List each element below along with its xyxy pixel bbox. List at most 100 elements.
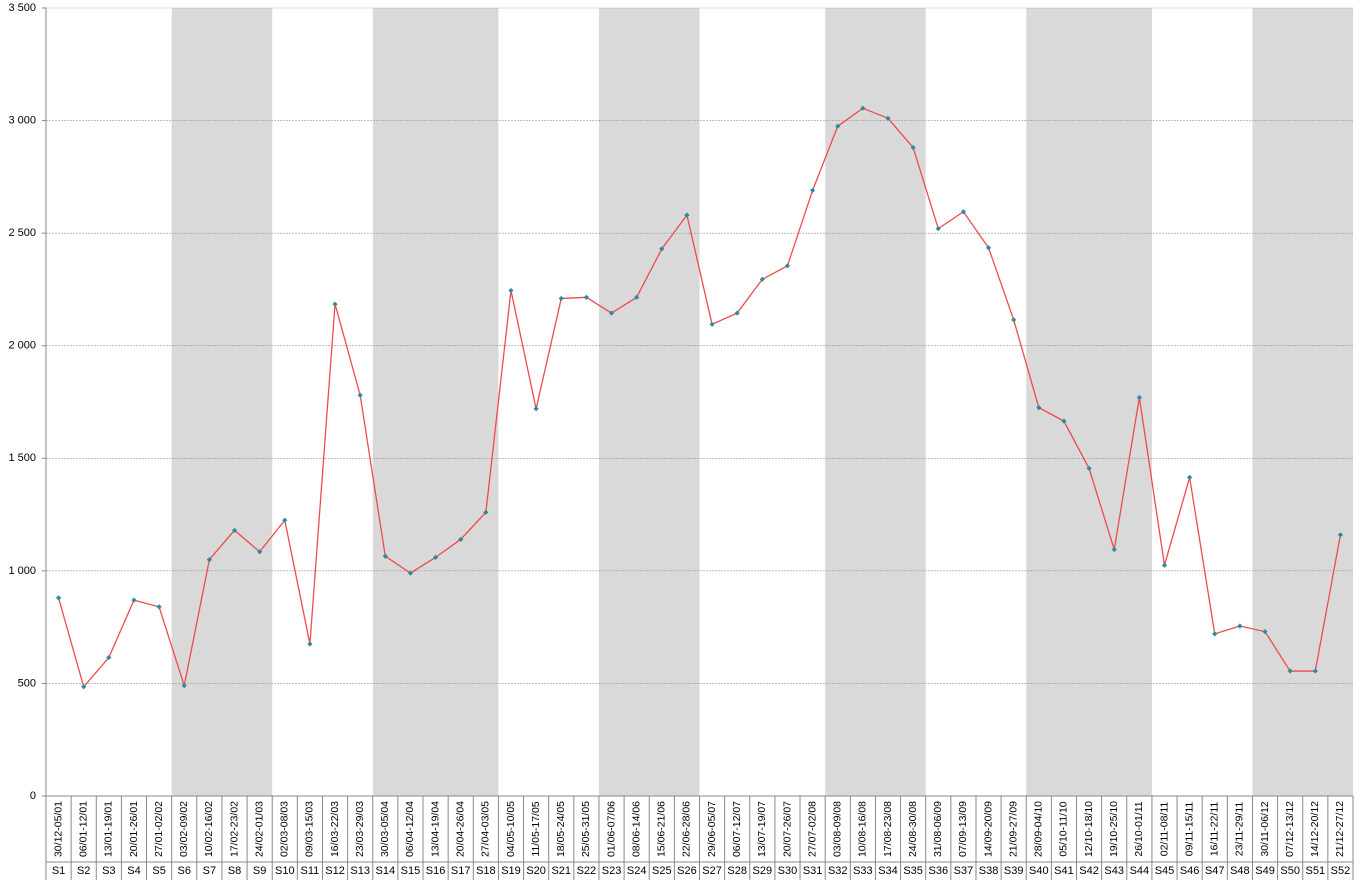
x-date-label: 03/08-09/08 — [832, 801, 844, 857]
x-date-label: 06/07-12/07 — [731, 801, 743, 857]
x-tick-label: S22 — [577, 865, 597, 877]
x-date-label: 17/08-23/08 — [882, 801, 894, 857]
x-tick-label: S32 — [828, 865, 848, 877]
x-tick-label: S39 — [1004, 865, 1024, 877]
x-date-label: 21/09-27/09 — [1007, 801, 1019, 857]
y-tick-label: 500 — [18, 677, 36, 689]
x-date-label: 16/11-22/11 — [1209, 802, 1221, 857]
x-date-label: 17/02-23/02 — [228, 801, 240, 857]
data-point — [1161, 562, 1168, 568]
shaded-band — [825, 8, 926, 796]
x-date-label: 27/01-02/02 — [153, 801, 165, 857]
data-point — [608, 310, 615, 316]
x-tick-label: S41 — [1054, 865, 1074, 877]
data-point — [684, 212, 690, 218]
x-date-label: 10/08-16/08 — [857, 801, 869, 857]
data-point — [1061, 418, 1067, 424]
x-tick-label: S46 — [1180, 865, 1200, 877]
x-tick-label: S50 — [1280, 865, 1300, 877]
x-tick-label: S30 — [778, 865, 798, 877]
x-tick-label: S27 — [702, 865, 722, 877]
y-tick-label: 0 — [30, 790, 36, 802]
x-date-label: 06/01-12/01 — [77, 801, 89, 857]
data-point — [860, 105, 866, 111]
x-date-label: 14/12-20/12 — [1309, 801, 1321, 857]
x-tick-label: S49 — [1255, 865, 1275, 877]
x-date-label: 26/10-01/11 — [1133, 801, 1145, 856]
y-tick-label: 3 000 — [8, 114, 36, 126]
x-tick-label: S3 — [102, 865, 115, 877]
x-tick-label: S6 — [178, 865, 191, 877]
data-point — [784, 263, 791, 269]
x-date-label: 11/05-17/05 — [530, 801, 542, 856]
x-tick-label: S12 — [325, 865, 345, 877]
x-tick-label: S37 — [954, 865, 974, 877]
x-date-label: 02/03-08/03 — [279, 801, 291, 857]
data-point — [810, 187, 816, 193]
x-date-label: 05/10-11/10 — [1058, 801, 1070, 856]
x-date-label: 30/11-06/12 — [1259, 801, 1271, 856]
x-date-label: 16/03-22/03 — [329, 801, 341, 857]
x-tick-label: S19 — [501, 865, 521, 877]
data-point — [659, 246, 665, 252]
data-point — [985, 245, 992, 251]
x-date-label: 30/12-05/01 — [52, 801, 64, 857]
data-point — [1287, 668, 1293, 674]
data-point — [131, 597, 137, 603]
x-date-label: 03/02-09/02 — [178, 801, 190, 857]
x-date-label: 20/07-26/07 — [781, 801, 793, 857]
x-date-label: 19/10-25/10 — [1108, 801, 1120, 857]
x-tick-label: S2 — [77, 865, 90, 877]
data-point — [734, 310, 740, 316]
data-point — [910, 144, 916, 151]
data-point — [1337, 532, 1344, 538]
data-point — [231, 527, 238, 533]
data-point — [257, 549, 263, 555]
y-tick-label: 3 500 — [8, 2, 36, 14]
x-date-label: 21/12-27/12 — [1334, 801, 1346, 857]
x-date-label: 14/09-20/09 — [982, 801, 994, 857]
x-date-label: 08/06-14/06 — [630, 801, 642, 857]
data-point — [508, 287, 514, 294]
shaded-band — [372, 8, 499, 796]
x-tick-label: S23 — [602, 865, 622, 877]
data-point — [206, 557, 212, 563]
data-point — [709, 321, 715, 327]
data-point — [282, 517, 288, 523]
x-date-label: 27/04-03/05 — [480, 801, 492, 857]
x-tick-label: S34 — [878, 865, 898, 877]
x-tick-label: S51 — [1306, 865, 1326, 877]
x-tick-label: S42 — [1079, 865, 1099, 877]
x-date-label: 25/05-31/05 — [580, 801, 592, 857]
data-point — [1036, 405, 1042, 411]
data-point — [1312, 668, 1318, 674]
x-tick-label: S8 — [228, 865, 241, 877]
data-point — [759, 276, 765, 282]
x-tick-label: S18 — [476, 865, 496, 877]
x-date-label: 12/10-18/10 — [1083, 801, 1095, 857]
x-tick-label: S21 — [551, 865, 571, 877]
x-tick-label: S47 — [1205, 865, 1225, 877]
data-point — [1111, 546, 1117, 553]
x-tick-label: S7 — [203, 865, 216, 877]
x-tick-label: S29 — [753, 865, 773, 877]
x-date-label: 30/03-05/04 — [379, 801, 391, 857]
x-date-label: 20/04-26/04 — [455, 801, 467, 857]
data-point — [156, 604, 162, 610]
x-tick-label: S40 — [1029, 865, 1049, 877]
x-date-label: 29/06-05/07 — [706, 801, 718, 857]
x-tick-label: S48 — [1230, 865, 1250, 877]
data-point — [483, 509, 489, 515]
data-point — [634, 294, 640, 300]
x-date-label: 10/02-16/02 — [203, 801, 215, 857]
x-tick-label: S43 — [1104, 865, 1124, 877]
x-date-label: 02/11-08/11 — [1158, 802, 1170, 857]
x-tick-label: S25 — [652, 865, 672, 877]
x-tick-label: S26 — [677, 865, 697, 877]
x-tick-label: S44 — [1130, 865, 1150, 877]
x-date-label: 13/01-19/01 — [103, 801, 115, 857]
x-tick-label: S1 — [52, 865, 65, 877]
data-line — [57, 107, 1342, 689]
data-point — [960, 209, 967, 215]
